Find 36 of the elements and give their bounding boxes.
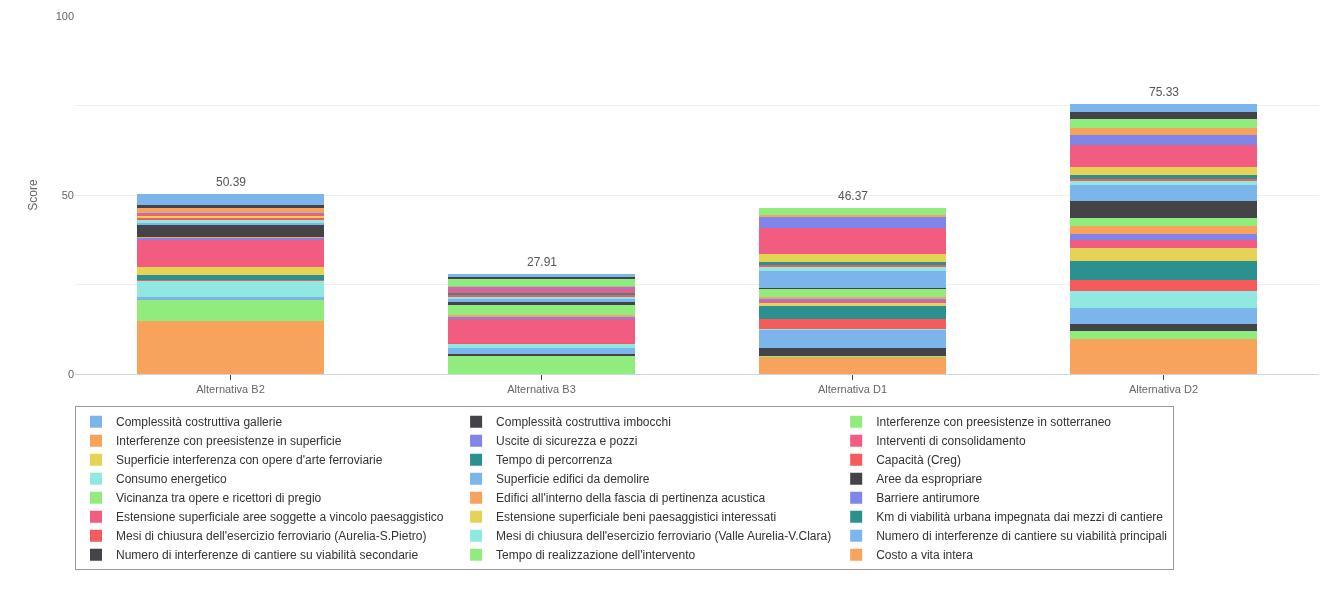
legend-label: Capacità (Creg)	[876, 453, 961, 468]
legend-label: Estensione superficiale beni paesaggistici interessati	[496, 510, 777, 525]
legend-label: Numero di interferenze di cantiere su viabilità secondarie	[116, 548, 419, 563]
total-label: 50.39	[216, 175, 247, 189]
legend-label: Uscite di sicurezza e pozzi	[496, 434, 638, 449]
x-tick-label: Alternativa B3	[507, 383, 576, 396]
legend-label: Superficie edifici da demolire	[496, 472, 650, 487]
y-axis-title: Score	[25, 179, 40, 211]
legend-label: Interferenze con preesistenze in sotterraneo	[876, 415, 1112, 430]
legend-label: Km di viabilità urbana impegnata dai mezzi di cantiere	[876, 510, 1164, 525]
y-tick-label: 100	[55, 9, 74, 22]
legend-label: Estensione superficiale aree soggette a vincolo paesaggistico	[116, 510, 444, 525]
legend-label: Tempo di percorrenza	[496, 453, 613, 468]
legend-label: Numero di interferenze di cantiere su viabilità principali	[876, 529, 1167, 544]
legend-label: Mesi di chiusura dell'esercizio ferroviario (Valle Aurelia-V.Clara)	[496, 529, 832, 544]
legend-label: Superficie interferenza con opere d'arte ferroviarie	[116, 453, 383, 468]
legend-label: Costo a vita intera	[876, 548, 974, 563]
x-tick-label: Alternativa D2	[1128, 383, 1199, 396]
legend-label: Interferenze con preesistenze in superficie	[116, 434, 342, 449]
legend-label: Consumo energetico	[116, 472, 228, 487]
legend-label: Vicinanza tra opere e ricettori di pregio	[116, 491, 322, 506]
y-tick-label: 50	[61, 188, 74, 201]
legend-label: Complessità costruttiva imbocchi	[496, 415, 671, 430]
legend-label: Aree da espropriare	[876, 472, 983, 487]
total-label: 27.91	[527, 255, 558, 269]
legend-label: Interventi di consolidamento	[876, 434, 1026, 449]
total-label: 75.33	[1149, 85, 1180, 99]
total-label: 46.37	[838, 189, 869, 203]
legend-label: Complessità costruttiva gallerie	[116, 415, 283, 430]
x-tick-label: Alternativa B2	[196, 383, 265, 396]
legend-label: Tempo di realizzazione dell'intervento	[496, 548, 696, 563]
legend-label: Edifici all'interno della fascia di pertinenza acustica	[496, 491, 766, 506]
legend-label: Barriere antirumore	[876, 491, 980, 506]
x-tick-label: Alternativa D1	[817, 383, 888, 396]
y-tick-label: 0	[67, 367, 74, 380]
legend-label: Mesi di chiusura dell'esercizio ferroviario (Aurelia-S.Pietro)	[116, 529, 427, 544]
